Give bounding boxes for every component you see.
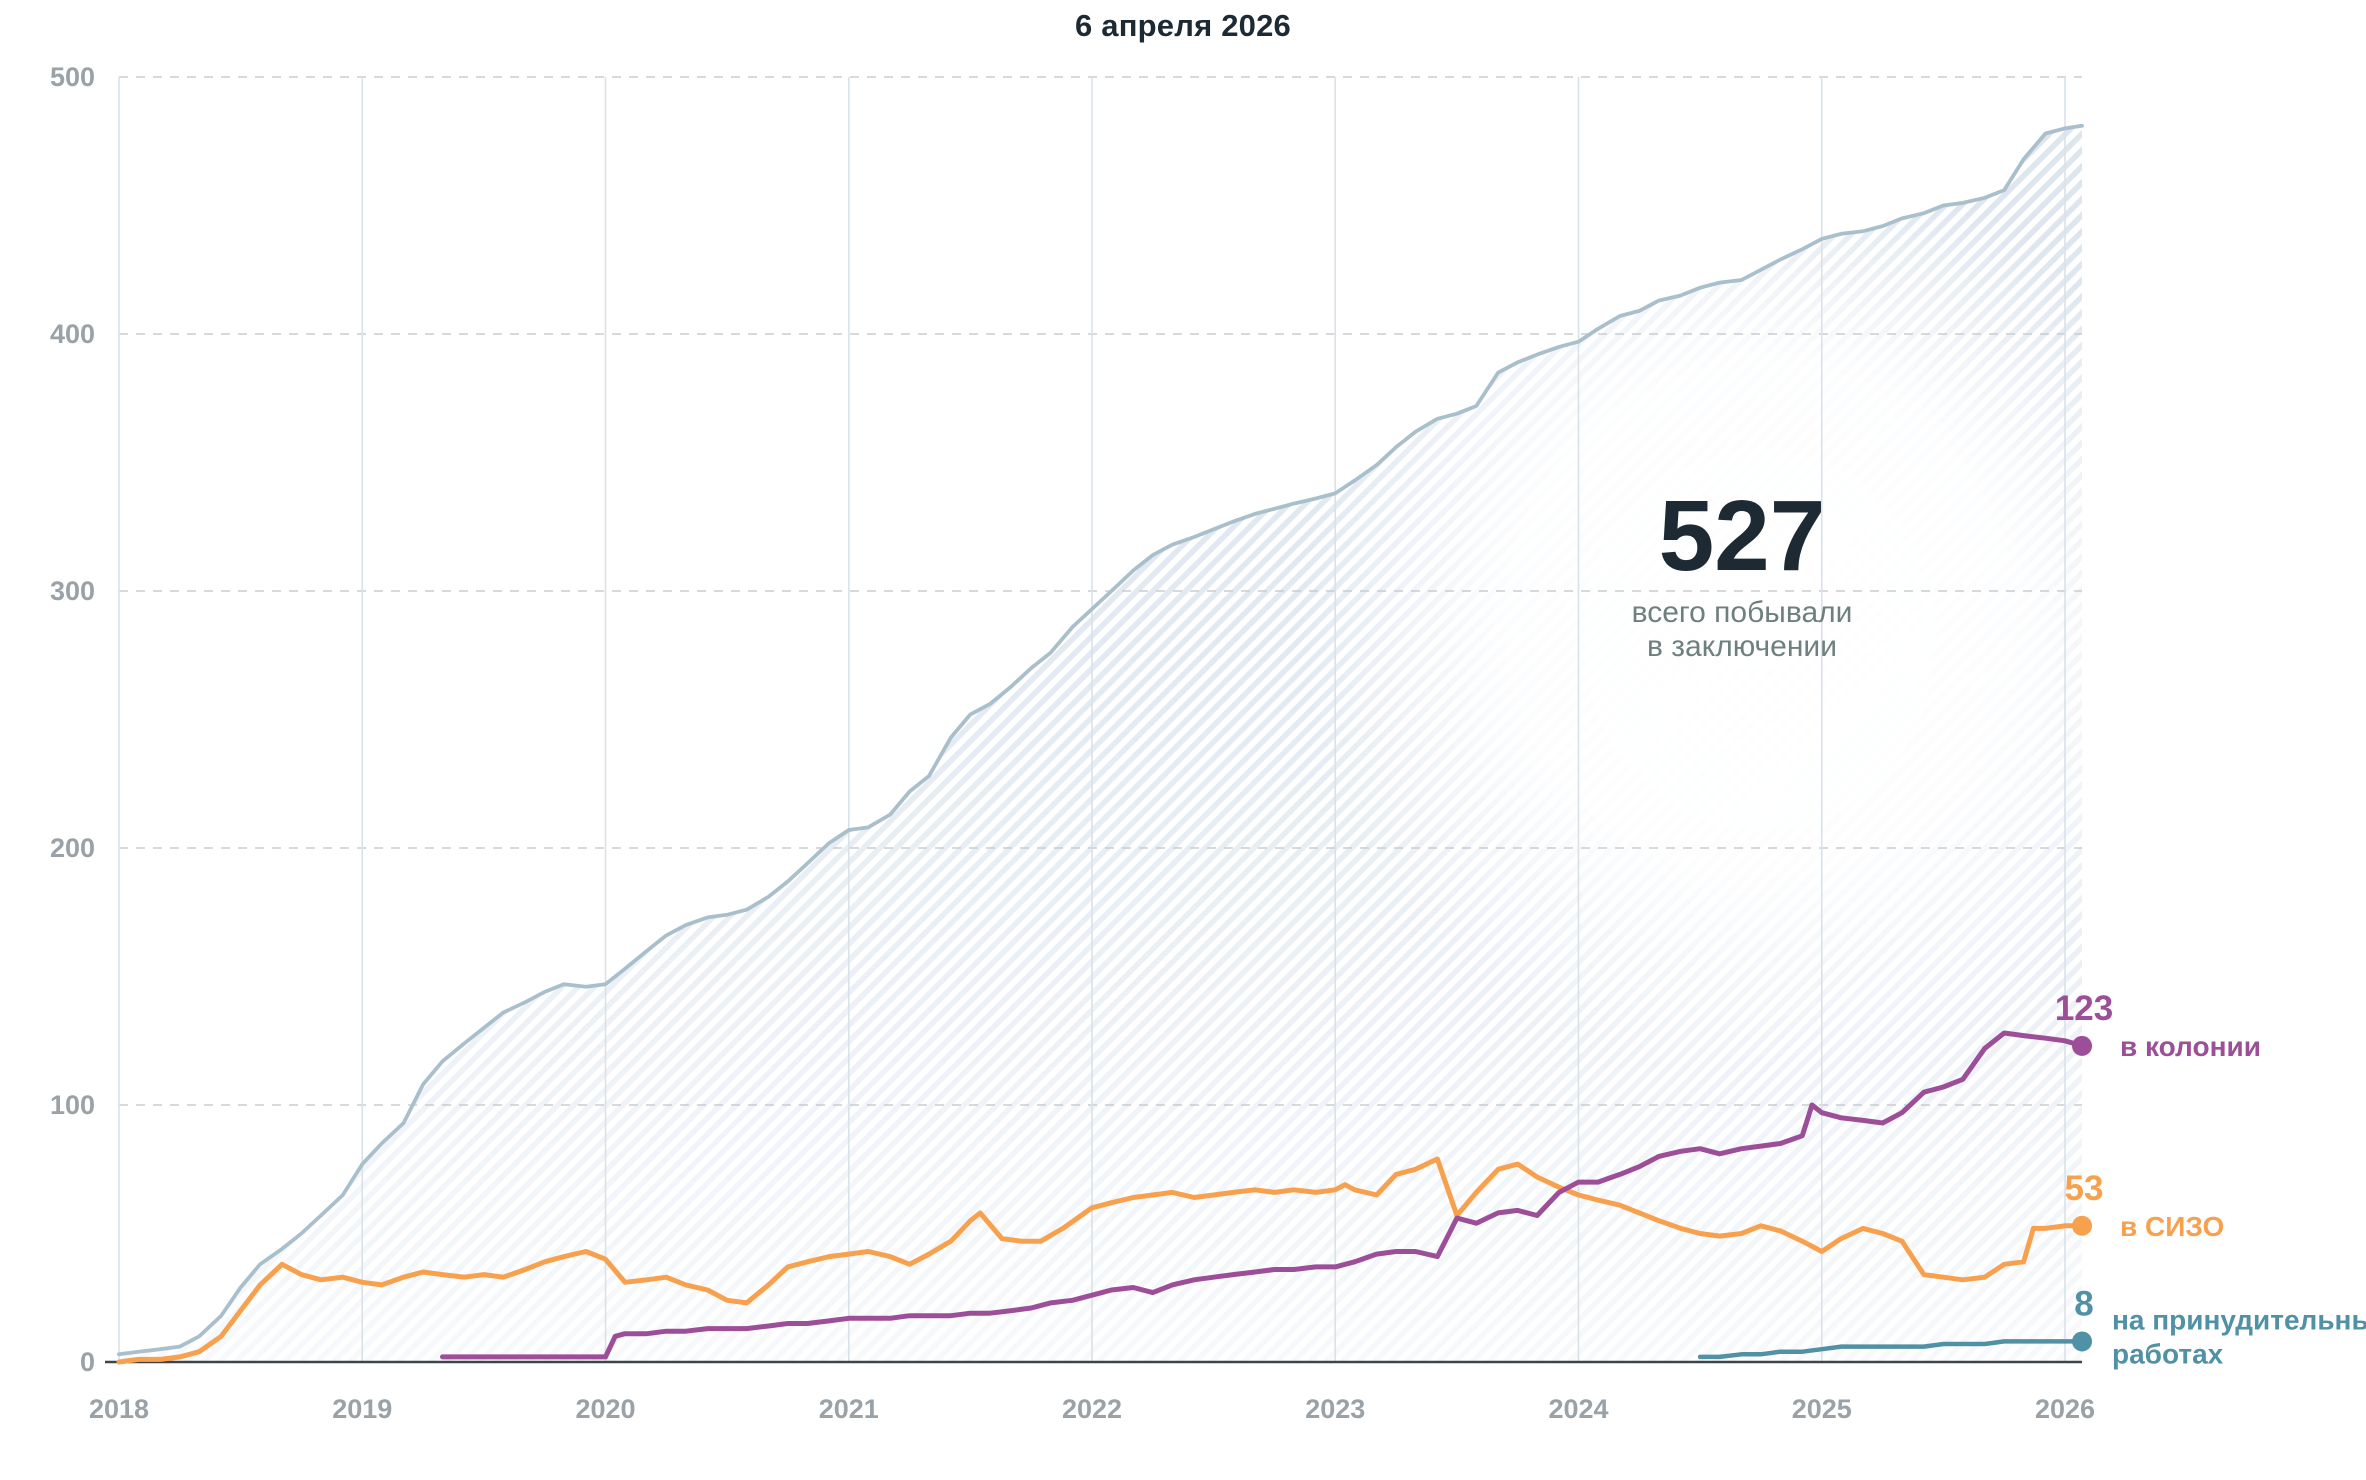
y-tick-label-100: 100: [50, 1090, 95, 1120]
big-number-caption-line1: всего побывали: [1632, 596, 1853, 629]
forced-name-label-line2: работах: [2112, 1338, 2224, 1369]
sizo-line: [116, 1156, 2085, 1365]
forced-value-label: 8: [2074, 1284, 2093, 1323]
total-area-fill: [119, 125, 2082, 1362]
chart-title: 6 апреля 2026: [1075, 8, 1291, 43]
y-tick-label-500: 500: [50, 62, 95, 92]
big-number-caption-line2: в заключении: [1647, 630, 1837, 663]
x-tick-label-2025: 2025: [1792, 1394, 1852, 1424]
colony-value-label: 123: [2055, 989, 2113, 1028]
forced-end-dot: [2072, 1331, 2093, 1352]
total-line: [117, 123, 2084, 1357]
axis-labels: 0 100 200 300 400 500 2018 2019 2020 2021 2022 2023…: [50, 62, 2095, 1424]
forced-name-label-line1: на принудительных: [2112, 1304, 2366, 1335]
x-tick-label-2022: 2022: [1062, 1394, 1122, 1424]
colony-name-label: в колонии: [2120, 1031, 2261, 1062]
x-tick-label-2021: 2021: [819, 1394, 879, 1424]
sizo-value-label: 53: [2065, 1169, 2104, 1208]
colony-line: [440, 1030, 2085, 1360]
x-tick-label-2019: 2019: [332, 1394, 392, 1424]
forced-line: [1697, 1339, 2085, 1360]
x-tick-label-2024: 2024: [1548, 1394, 1608, 1424]
colony-end-dot: [2072, 1035, 2093, 1056]
x-tick-label-2018: 2018: [89, 1394, 149, 1424]
y-tick-label-300: 300: [50, 576, 95, 606]
y-tick-label-0: 0: [80, 1347, 95, 1377]
gridlines: [118, 76, 2083, 1362]
sizo-name-label: в СИЗО: [2120, 1211, 2224, 1242]
y-tick-label-200: 200: [50, 833, 95, 863]
y-tick-label-400: 400: [50, 319, 95, 349]
x-tick-label-2020: 2020: [575, 1394, 635, 1424]
x-tick-label-2023: 2023: [1305, 1394, 1365, 1424]
big-number: 527: [1659, 480, 1826, 592]
sizo-end-dot: [2072, 1215, 2093, 1236]
x-tick-label-2026: 2026: [2035, 1394, 2095, 1424]
